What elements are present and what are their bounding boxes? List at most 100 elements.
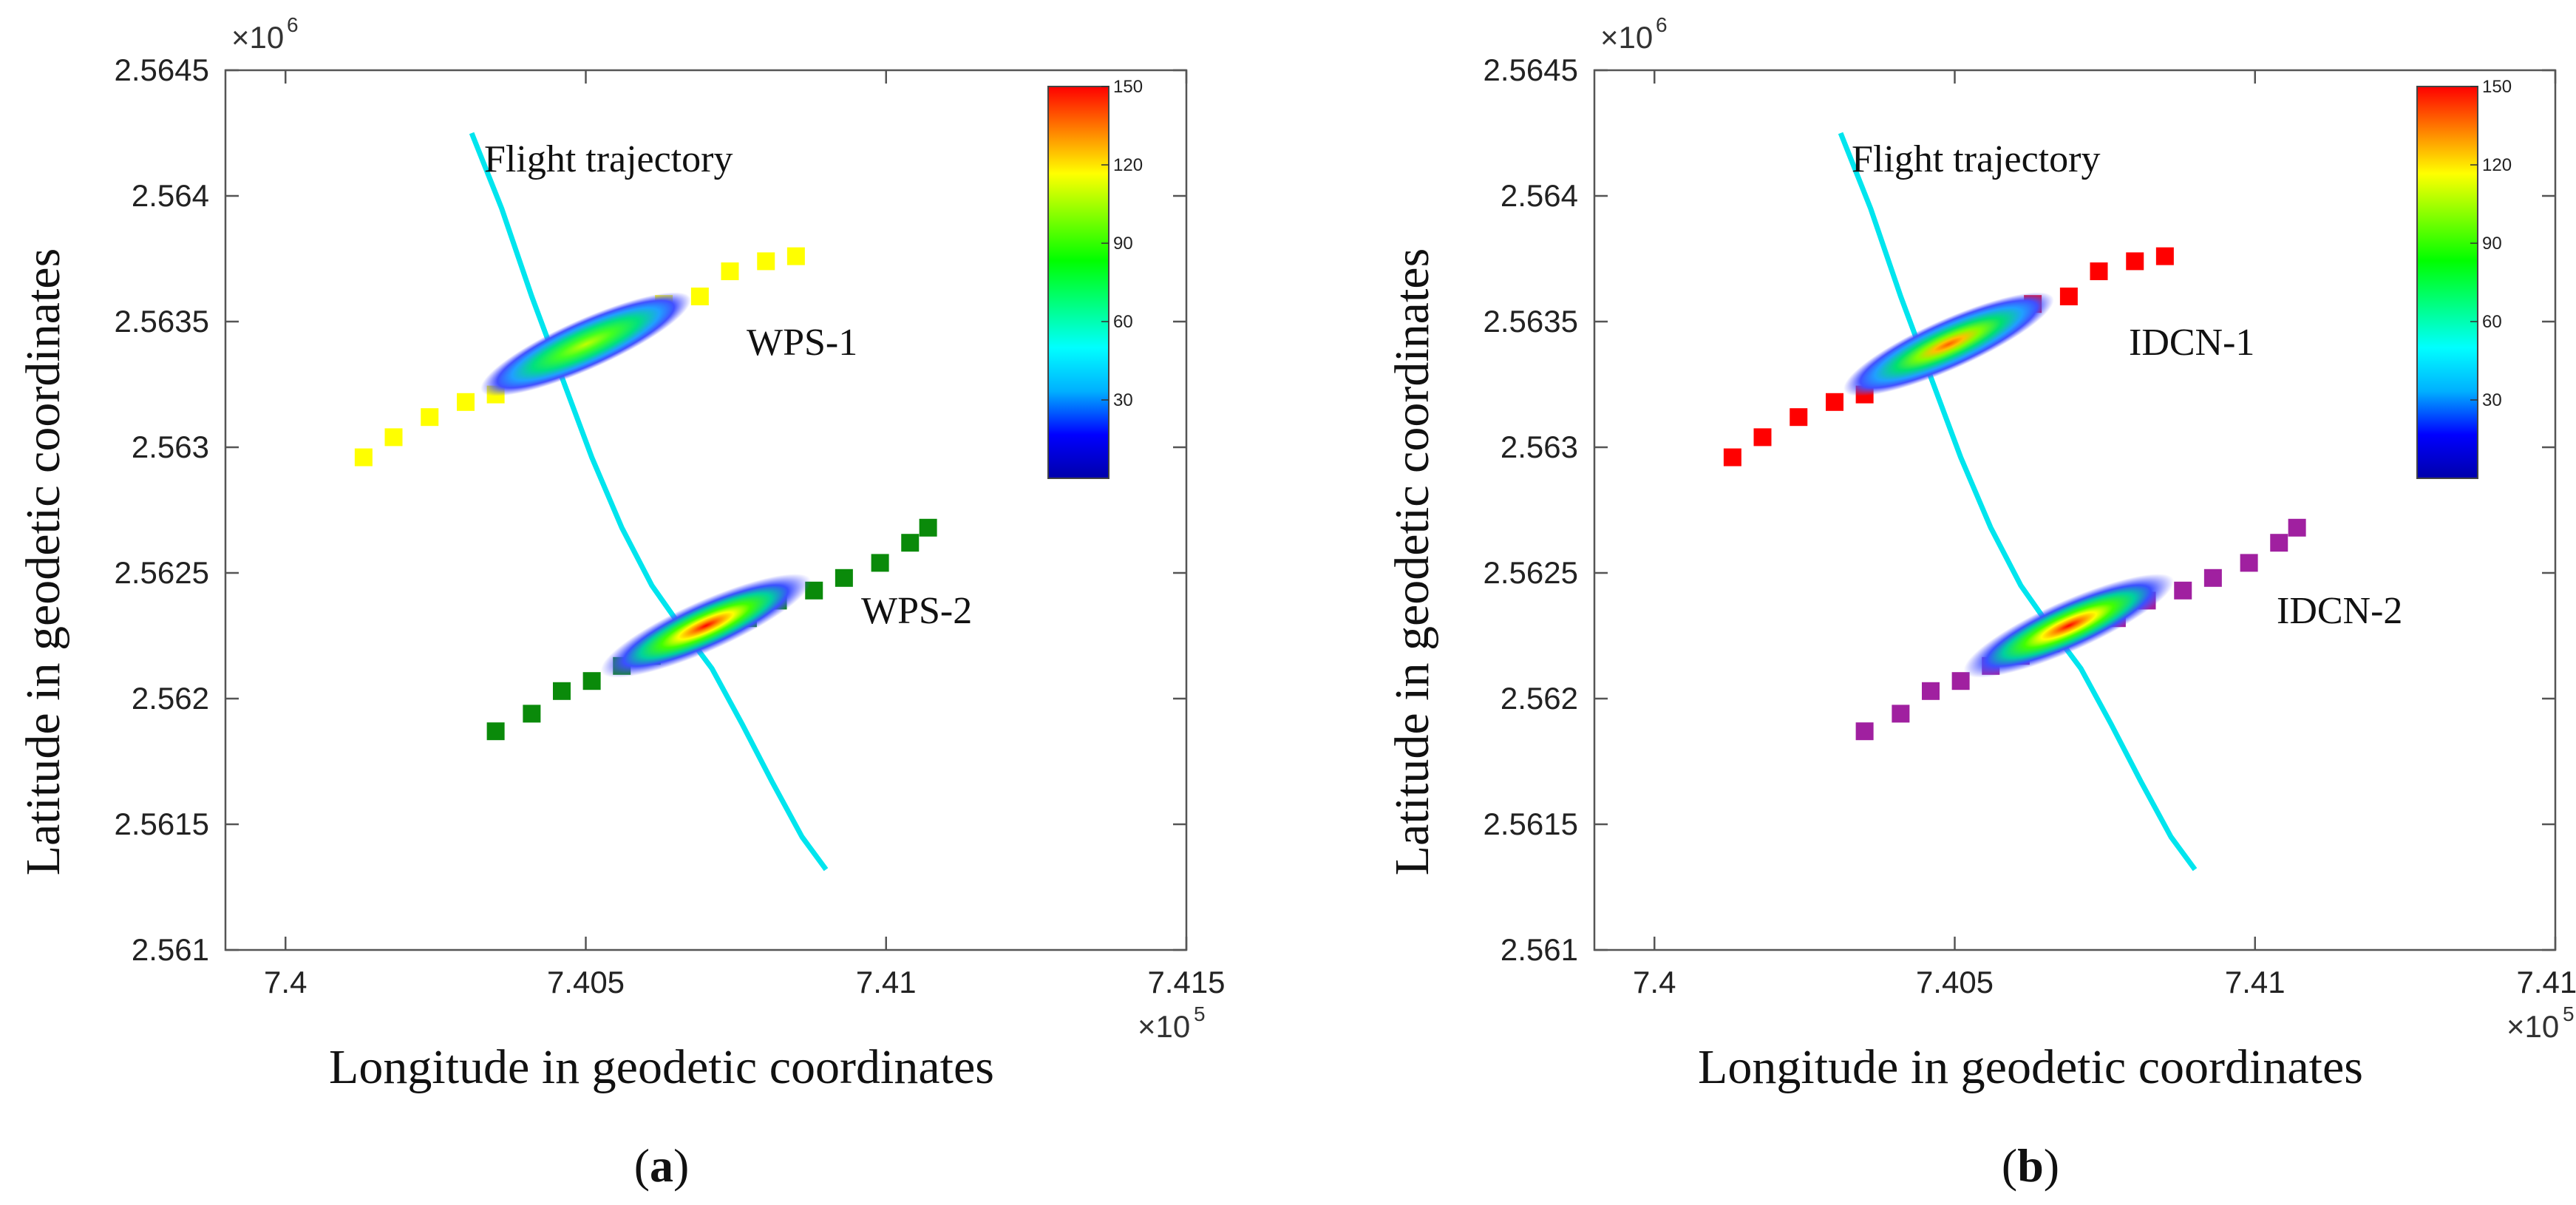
marker-wps-1 xyxy=(786,247,805,265)
marker-wps-1 xyxy=(721,262,739,280)
y-tick-label: 2.5615 xyxy=(115,807,209,841)
marker-idcn-2 xyxy=(2270,534,2288,552)
marker-wps-1 xyxy=(457,393,475,411)
marker-idcn-1 xyxy=(2155,247,2174,265)
marker-idcn-1 xyxy=(2059,288,2078,305)
y-multiplier: ×10 xyxy=(231,20,284,55)
x-multiplier: ×10 xyxy=(1138,1009,1190,1044)
y-tick-label: 2.5625 xyxy=(115,555,209,590)
heat-blob xyxy=(600,574,812,678)
plot-area xyxy=(1593,69,2557,951)
series-label-idcn-2: IDCN-2 xyxy=(2277,590,2402,632)
marker-idcn-2 xyxy=(2203,568,2222,587)
panel-a: 7.4 7.405 7.41 7.415 2.561 2.5615 2.562 2.5625 2… xyxy=(16,13,1226,1192)
marker-wps-1 xyxy=(757,252,775,271)
marker-wps-2 xyxy=(919,518,937,537)
marker-wps-2 xyxy=(523,705,541,723)
x-tick-label: 7.4 xyxy=(264,965,307,999)
marker-wps-1 xyxy=(354,448,373,466)
marker-wps-2 xyxy=(553,682,571,700)
marker-wps-2 xyxy=(486,722,505,741)
x-axis-title: Longitude in geodetic coordinates xyxy=(329,1040,994,1094)
colorbar-tick-label: 60 xyxy=(1113,312,1133,332)
heat-blob xyxy=(1963,574,2175,678)
marker-idcn-2 xyxy=(1922,682,1940,700)
y-tick-label: 2.562 xyxy=(132,681,209,716)
x-tick-label: 7.41 xyxy=(856,965,917,999)
y-tick-label: 2.5635 xyxy=(115,304,209,339)
x-tick-label: 7.415 xyxy=(2516,965,2576,999)
marker-wps-2 xyxy=(582,672,601,690)
marker-idcn-1 xyxy=(1753,428,1772,447)
x-tick-label: 7.405 xyxy=(1916,965,1994,999)
y-tick-label: 2.561 xyxy=(132,932,209,967)
marker-idcn-1 xyxy=(2126,252,2144,271)
colorbar-tick-label: 90 xyxy=(1113,234,1133,254)
colorbar-tick-label: 150 xyxy=(1113,77,1143,97)
colorbar-tick-label: 120 xyxy=(2482,155,2512,175)
x-tick-label: 7.405 xyxy=(547,965,625,999)
marker-wps-2 xyxy=(835,568,853,587)
y-tick-label: 2.5645 xyxy=(115,52,209,87)
marker-idcn-2 xyxy=(1951,672,1970,690)
heat-blob xyxy=(480,292,691,396)
y-tick-label: 2.563 xyxy=(1501,430,1578,464)
y-tick-label: 2.564 xyxy=(132,178,209,213)
y-tick-label: 2.563 xyxy=(132,430,209,464)
y-tick-label: 2.5635 xyxy=(1484,304,1578,339)
plot-area xyxy=(224,69,1188,951)
y-multiplier-exponent: 6 xyxy=(1656,13,1668,36)
x-tick-label: 7.4 xyxy=(1633,965,1676,999)
y-tick-label: 2.5645 xyxy=(1484,52,1578,87)
y-axis-title: Latitude in geodetic coordinates xyxy=(16,248,70,876)
x-multiplier-exponent: 5 xyxy=(1194,1002,1206,1025)
x-tick-label: 7.41 xyxy=(2225,965,2286,999)
colorbar-tick-label: 120 xyxy=(1113,155,1143,175)
panel-label: (a) xyxy=(634,1139,690,1192)
colorbar xyxy=(2416,86,2478,479)
panel-b: 7.4 7.405 7.41 7.415 2.561 2.5615 2.562 2.5625 2… xyxy=(1385,13,2576,1192)
marker-idcn-2 xyxy=(2174,581,2192,600)
marker-wps-1 xyxy=(690,288,709,305)
panel-label: (b) xyxy=(2002,1139,2059,1192)
trajectory-label: Flight trajectory xyxy=(484,138,733,180)
marker-wps-1 xyxy=(421,408,439,427)
series-label-wps-1: WPS-1 xyxy=(747,322,857,364)
heat-blob xyxy=(1843,292,2054,396)
marker-wps-1 xyxy=(384,428,403,447)
colorbar-tick-label: 90 xyxy=(2482,234,2502,254)
colorbar-tick-label: 60 xyxy=(2482,312,2502,332)
series-label-idcn-1: IDCN-1 xyxy=(2129,322,2254,364)
y-multiplier: ×10 xyxy=(1600,20,1653,55)
y-tick-label: 2.564 xyxy=(1501,178,1578,213)
x-axis-title: Longitude in geodetic coordinates xyxy=(1698,1040,2363,1094)
flight-trajectory-line xyxy=(469,132,829,872)
marker-idcn-1 xyxy=(1790,408,1808,427)
flight-trajectory-line xyxy=(1838,132,2198,872)
y-tick-label: 2.5625 xyxy=(1484,555,1578,590)
marker-idcn-1 xyxy=(2090,262,2108,280)
colorbar-tick-label: 30 xyxy=(1113,390,1133,410)
marker-idcn-2 xyxy=(2240,554,2258,572)
marker-idcn-1 xyxy=(1826,393,1843,411)
colorbar xyxy=(1047,86,1109,479)
marker-idcn-2 xyxy=(1855,722,1874,741)
colorbar-tick-label: 150 xyxy=(2482,77,2512,97)
y-tick-label: 2.5615 xyxy=(1484,807,1578,841)
trajectory-label: Flight trajectory xyxy=(1852,138,2100,180)
x-multiplier-exponent: 5 xyxy=(2563,1002,2575,1025)
series-label-wps-2: WPS-2 xyxy=(861,590,972,632)
marker-idcn-2 xyxy=(1892,705,1910,723)
y-tick-label: 2.561 xyxy=(1501,932,1578,967)
marker-wps-2 xyxy=(871,554,889,572)
y-tick-label: 2.562 xyxy=(1501,681,1578,716)
colorbar-tick-label: 30 xyxy=(2482,390,2502,410)
y-multiplier-exponent: 6 xyxy=(287,13,299,36)
y-axis-title: Latitude in geodetic coordinates xyxy=(1385,248,1439,876)
x-tick-label: 7.415 xyxy=(1147,965,1225,999)
marker-wps-2 xyxy=(901,534,920,552)
x-multiplier: ×10 xyxy=(2507,1009,2559,1044)
marker-idcn-2 xyxy=(2288,518,2306,537)
marker-idcn-1 xyxy=(1723,448,1741,466)
